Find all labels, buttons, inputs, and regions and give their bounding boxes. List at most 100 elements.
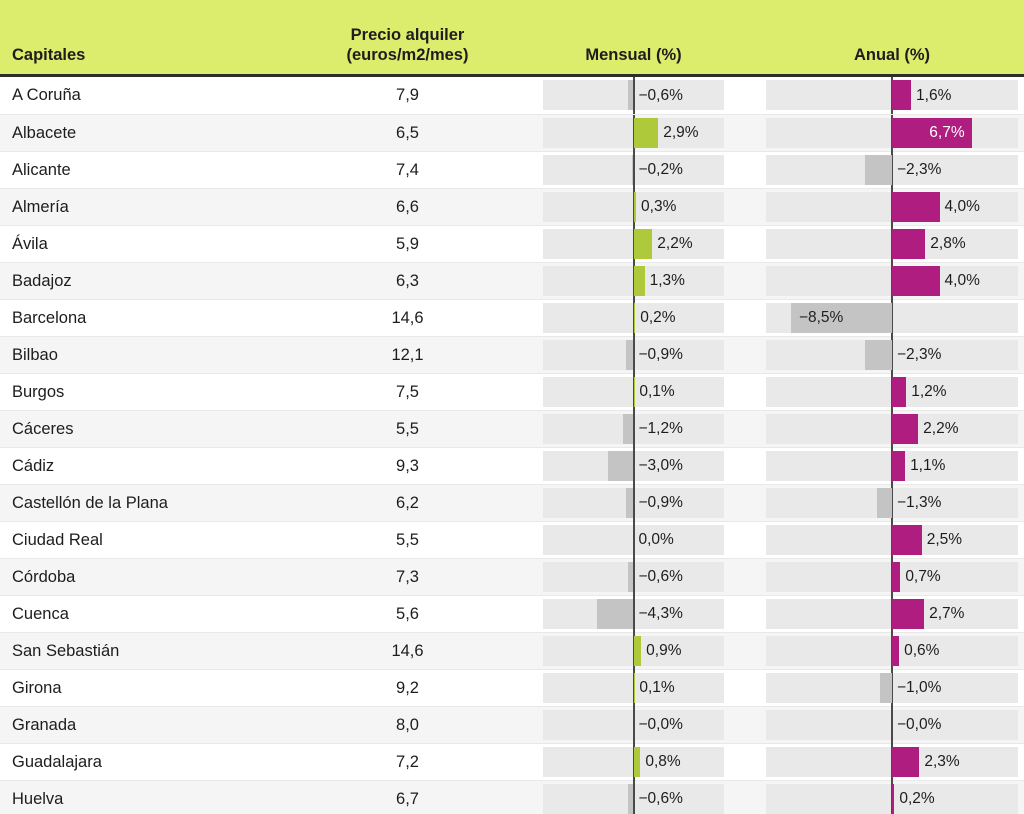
bar-value-label: −4,3% — [638, 605, 683, 622]
bar-value-label: 2,7% — [929, 605, 965, 622]
bar — [892, 635, 900, 666]
price-cell: 14,6 — [391, 641, 424, 660]
city-cell: Cádiz — [12, 456, 55, 475]
anual-bar-cell: 2,2% — [766, 410, 1018, 448]
bar-value-label: 2,2% — [657, 235, 693, 252]
bar — [892, 598, 925, 629]
bar-value-label: 0,2% — [640, 309, 676, 326]
price-cell: 14,6 — [391, 308, 424, 327]
bar-value-label: −1,2% — [638, 420, 683, 437]
city-cell: Girona — [12, 678, 62, 697]
bar-value-label: 2,5% — [926, 531, 963, 548]
bar-value-label: 0,8% — [645, 753, 681, 770]
zero-line — [632, 780, 635, 814]
zero-line — [632, 595, 635, 633]
bar — [864, 154, 892, 185]
bar — [892, 117, 972, 148]
zero-line — [891, 336, 893, 374]
zero-line — [891, 151, 893, 189]
bar-value-label: 2,8% — [930, 235, 966, 252]
bar — [625, 339, 634, 370]
bar — [633, 746, 641, 777]
mensual-bar-cell: −0,6% — [543, 77, 724, 114]
bar-value-label: −8,5% — [798, 309, 844, 326]
bar — [628, 783, 634, 814]
bar — [625, 487, 634, 518]
bar — [633, 117, 659, 148]
anual-bar-cell: 6,7% — [766, 114, 1018, 152]
bar-value-label: −0,6% — [638, 86, 683, 104]
zero-line — [891, 669, 893, 707]
city-cell: Alicante — [12, 160, 71, 179]
bar-value-label: −0,9% — [638, 494, 683, 511]
anual-bar-cell: 4,0% — [766, 188, 1018, 226]
zero-line — [632, 484, 635, 522]
bar — [892, 413, 919, 444]
zero-line — [632, 706, 635, 744]
table-row: San Sebastián 14,6 0,9% 0,6% — [0, 632, 1024, 670]
bar — [892, 746, 920, 777]
bar — [864, 339, 892, 370]
city-cell: Guadalajara — [12, 752, 102, 771]
table-row: Huelva 6,7 −0,6% 0,2% — [0, 780, 1024, 814]
zero-line — [632, 558, 635, 596]
bar — [892, 524, 922, 555]
mensual-bar-cell: −0,6% — [543, 780, 724, 814]
anual-bar-cell: 2,3% — [766, 743, 1018, 781]
column-header-mensual: Mensual (%) — [585, 46, 682, 64]
mensual-bar-cell: 0,2% — [543, 299, 724, 337]
city-cell: Cuenca — [12, 604, 69, 623]
bar-value-label: 0,3% — [641, 198, 677, 215]
column-header-precio: Precio alquiler (euros/m2/mes) — [335, 25, 480, 65]
bar — [628, 80, 634, 110]
mensual-bar-cell: −3,0% — [543, 447, 724, 485]
bar — [892, 80, 912, 110]
zero-line — [632, 447, 635, 485]
bar-value-label: −1,0% — [897, 679, 942, 696]
bar-value-label: 1,6% — [916, 86, 952, 104]
price-cell: 5,9 — [396, 234, 419, 253]
bar — [633, 228, 653, 259]
mensual-bar-cell: −1,2% — [543, 410, 724, 448]
anual-bar-cell: −1,3% — [766, 484, 1018, 522]
table-body: A Coruña 7,9 −0,6% 1,6% Albacete 6,5 2,9… — [0, 77, 1024, 814]
anual-bar-cell: 1,2% — [766, 373, 1018, 411]
price-cell: 6,7 — [396, 789, 419, 808]
bar-value-label: 4,0% — [944, 198, 980, 215]
bar-value-label: 0,6% — [904, 642, 940, 659]
bar-value-label: −0,6% — [638, 568, 683, 585]
bar-value-label: 0,2% — [899, 790, 935, 807]
anual-bar-cell: 2,5% — [766, 521, 1018, 559]
anual-bar-cell: 2,7% — [766, 595, 1018, 633]
table-row: A Coruña 7,9 −0,6% 1,6% — [0, 77, 1024, 114]
price-cell: 6,5 — [396, 123, 419, 142]
anual-bar-cell: 2,8% — [766, 225, 1018, 263]
bar-value-label: −0,2% — [638, 161, 683, 178]
mensual-bar-cell: −0,6% — [543, 558, 724, 596]
city-cell: Ávila — [12, 234, 48, 253]
bar — [623, 413, 634, 444]
zero-line — [632, 336, 635, 374]
bar-value-label: −2,3% — [897, 346, 942, 363]
table-row: Granada 8,0 −0,0% −0,0% — [0, 706, 1024, 744]
price-cell: 7,3 — [396, 567, 419, 586]
bar — [876, 487, 892, 518]
city-cell: San Sebastián — [12, 641, 120, 660]
zero-line — [632, 410, 635, 448]
city-cell: Huelva — [12, 789, 64, 808]
bar-value-label: 6,7% — [929, 124, 965, 141]
price-cell: 8,0 — [396, 715, 419, 734]
city-cell: Granada — [12, 715, 77, 734]
bar — [633, 191, 637, 222]
mensual-bar-cell: −0,0% — [543, 706, 724, 744]
column-header-capitales: Capitales — [12, 46, 86, 64]
bar — [633, 635, 642, 666]
bar-value-label: 2,9% — [663, 124, 699, 141]
anual-bar-cell: −0,0% — [766, 706, 1018, 744]
bar-value-label: −3,0% — [638, 457, 683, 474]
bar-value-label: 0,1% — [639, 383, 675, 400]
column-header-precio-line1: Precio alquiler — [350, 26, 465, 44]
anual-bar-cell: 0,7% — [766, 558, 1018, 596]
mensual-bar-cell: 0,0% — [543, 521, 724, 559]
